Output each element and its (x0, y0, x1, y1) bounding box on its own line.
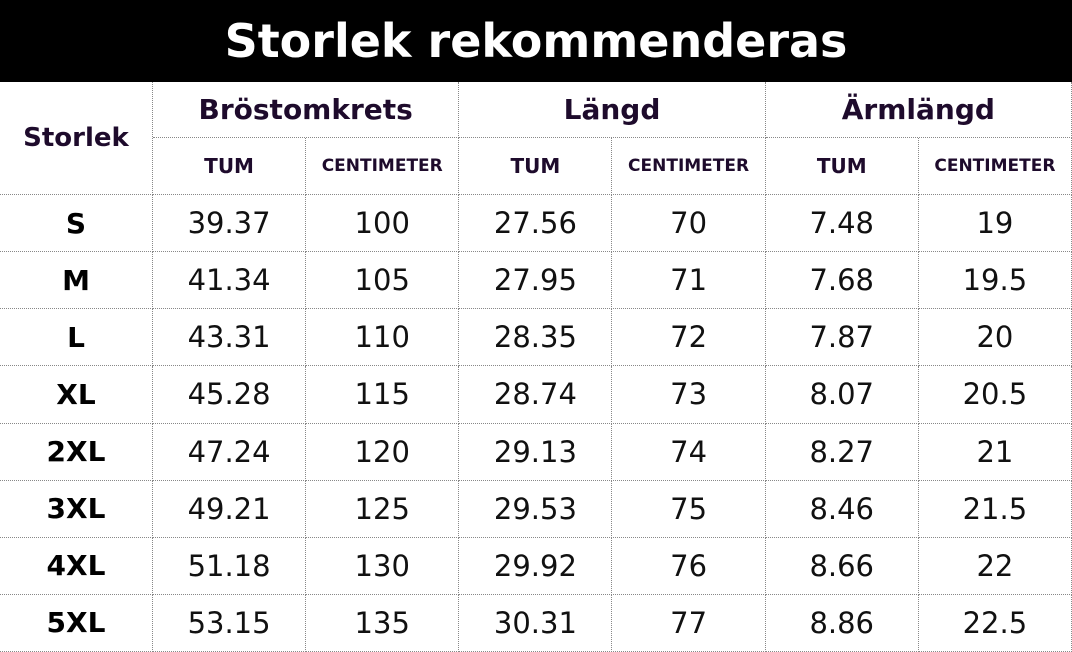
measurement: 29.92 (459, 537, 613, 595)
size-label: XL (0, 366, 153, 424)
measurement: 19.5 (918, 252, 1072, 310)
measurement: 53.15 (153, 594, 307, 652)
measurement: 115 (306, 366, 460, 424)
measurement: 7.87 (765, 309, 919, 367)
measurement: 8.66 (765, 537, 919, 595)
measurement: 130 (306, 537, 460, 595)
measurement: 120 (306, 423, 460, 481)
group-header: Längd (459, 82, 766, 138)
size-header: Storlek (0, 82, 153, 195)
measurement: 29.13 (459, 423, 613, 481)
measurement: 30.31 (459, 594, 613, 652)
measurement: 27.56 (459, 195, 613, 253)
title: Storlek rekommenderas (0, 0, 1072, 82)
sub-header: CENTIMETER (612, 138, 766, 195)
measurement: 19 (918, 195, 1072, 253)
measurement: 8.86 (765, 594, 919, 652)
measurement: 74 (612, 423, 766, 481)
measurement: 135 (306, 594, 460, 652)
measurement: 100 (306, 195, 460, 253)
measurement: 105 (306, 252, 460, 310)
measurement: 76 (612, 537, 766, 595)
measurement: 7.48 (765, 195, 919, 253)
measurement: 28.35 (459, 309, 613, 367)
measurement: 29.53 (459, 480, 613, 538)
measurement: 125 (306, 480, 460, 538)
measurement: 49.21 (153, 480, 307, 538)
sub-header: CENTIMETER (918, 138, 1072, 195)
measurement: 70 (612, 195, 766, 253)
size-label: L (0, 309, 153, 367)
size-label: M (0, 252, 153, 310)
measurement: 20.5 (918, 366, 1072, 424)
measurement: 75 (612, 480, 766, 538)
size-label: 3XL (0, 480, 153, 538)
sub-header: TUM (765, 138, 919, 195)
sub-header: TUM (153, 138, 307, 195)
measurement: 21.5 (918, 480, 1072, 538)
measurement: 39.37 (153, 195, 307, 253)
measurement: 8.46 (765, 480, 919, 538)
measurement: 41.34 (153, 252, 307, 310)
measurement: 110 (306, 309, 460, 367)
measurement: 22.5 (918, 594, 1072, 652)
measurement: 43.31 (153, 309, 307, 367)
measurement: 20 (918, 309, 1072, 367)
measurement: 77 (612, 594, 766, 652)
measurement: 8.07 (765, 366, 919, 424)
measurement: 27.95 (459, 252, 613, 310)
measurement: 7.68 (765, 252, 919, 310)
measurement: 73 (612, 366, 766, 424)
group-header: Bröstomkrets (153, 82, 460, 138)
size-label: 4XL (0, 537, 153, 595)
measurement: 21 (918, 423, 1072, 481)
measurement: 28.74 (459, 366, 613, 424)
measurement: 8.27 (765, 423, 919, 481)
sub-header: CENTIMETER (306, 138, 460, 195)
measurement: 72 (612, 309, 766, 367)
size-label: 2XL (0, 423, 153, 481)
size-label: 5XL (0, 594, 153, 652)
measurement: 71 (612, 252, 766, 310)
measurement: 51.18 (153, 537, 307, 595)
sub-header: TUM (459, 138, 613, 195)
size-label: S (0, 195, 153, 253)
group-header: Ärmlängd (765, 82, 1072, 138)
measurement: 45.28 (153, 366, 307, 424)
measurement: 22 (918, 537, 1072, 595)
measurement: 47.24 (153, 423, 307, 481)
